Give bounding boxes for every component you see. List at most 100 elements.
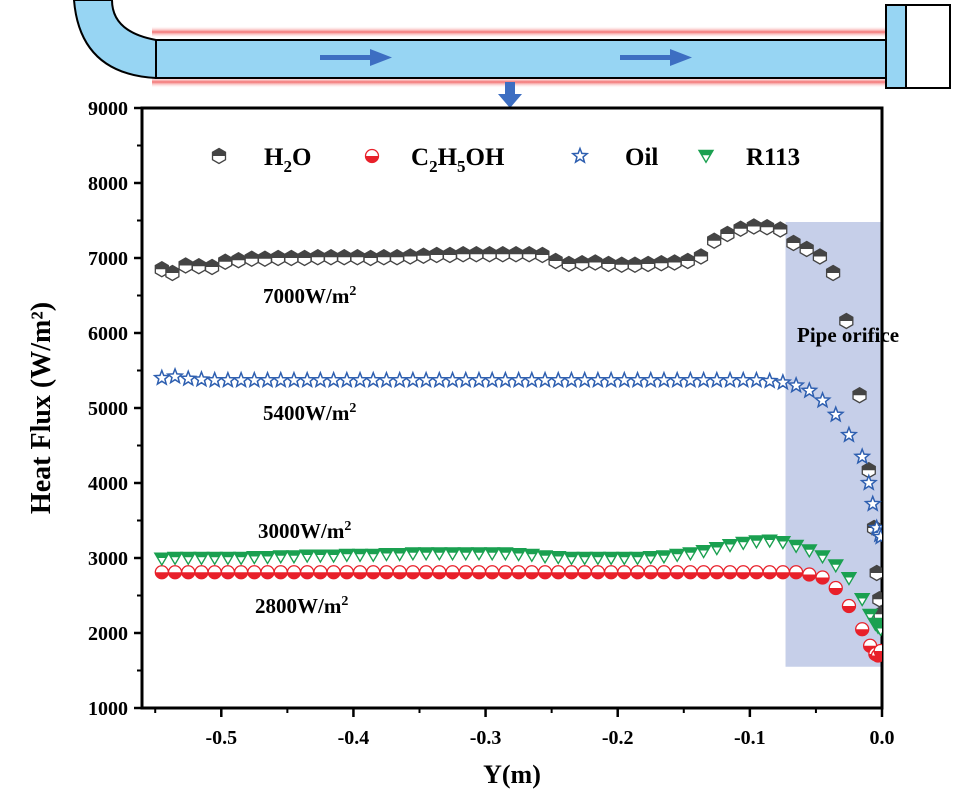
data-point — [561, 255, 576, 273]
data-point — [841, 598, 857, 614]
data-point — [498, 565, 513, 580]
data-point — [786, 375, 806, 394]
data-point — [205, 370, 224, 389]
data-point — [872, 622, 882, 637]
data-point — [258, 370, 277, 389]
flow-arrow-icon — [320, 49, 392, 66]
data-point — [179, 369, 198, 387]
data-point — [445, 565, 460, 580]
data-point — [377, 370, 396, 389]
data-point — [641, 370, 660, 389]
series-r113 — [153, 534, 882, 637]
annotations: 7000W/m2 5400W/m2 3000W/m2 2800W/m2 — [255, 284, 356, 618]
legend-marker-r113 — [697, 149, 715, 164]
data-point — [404, 547, 422, 562]
data-point — [285, 550, 303, 565]
data-point — [787, 539, 805, 554]
legend-label-h2o: H2O — [264, 144, 311, 176]
data-point — [616, 551, 633, 566]
data-point — [640, 255, 656, 273]
data-point — [524, 565, 539, 580]
legend-label-c2h5oh: C2H5OH — [411, 144, 505, 176]
data-point — [523, 548, 541, 563]
data-point — [814, 550, 831, 565]
series-oil — [152, 366, 882, 545]
data-point — [734, 370, 753, 389]
data-point — [802, 567, 817, 582]
data-point — [786, 234, 801, 252]
data-point — [562, 370, 581, 389]
data-point — [444, 547, 461, 562]
data-point — [442, 246, 458, 264]
data-point — [376, 248, 391, 266]
data-point — [165, 366, 185, 385]
x-tick-label: 0.0 — [870, 727, 895, 749]
flow-arrow-icon — [620, 49, 692, 66]
data-point — [232, 551, 250, 566]
data-point — [273, 565, 288, 580]
data-point — [773, 372, 793, 391]
data-point — [246, 550, 263, 565]
data-point — [326, 565, 341, 580]
plot-frame — [140, 106, 884, 710]
data-point — [337, 370, 356, 389]
y-tick-label: 3000 — [88, 548, 128, 570]
data-point — [788, 565, 804, 580]
data-point — [695, 544, 712, 559]
data-point — [218, 370, 238, 389]
data-point — [167, 565, 183, 580]
data-point — [736, 565, 751, 580]
data-point — [773, 221, 788, 238]
data-point — [469, 245, 484, 263]
legend-marker-oil — [570, 146, 590, 164]
data-point — [861, 608, 879, 623]
data-point — [496, 370, 515, 389]
data-point — [563, 551, 580, 566]
data-point — [153, 552, 171, 567]
data-point — [800, 381, 819, 399]
data-point — [799, 240, 814, 258]
data-point — [207, 565, 222, 580]
data-point — [537, 565, 553, 580]
data-point — [364, 370, 383, 389]
pipe-orifice-region — [785, 222, 882, 667]
data-point — [430, 370, 449, 389]
data-point — [471, 565, 487, 580]
data-point — [495, 245, 510, 263]
annotation-5400: 5400W/m2 — [263, 401, 356, 425]
data-point — [852, 386, 867, 404]
data-point — [873, 643, 882, 659]
data-point — [391, 547, 408, 562]
y-tick-label: 8000 — [88, 173, 128, 195]
data-point — [694, 370, 713, 389]
pipe-schematic — [72, 0, 951, 108]
data-point — [219, 551, 237, 566]
data-point — [627, 256, 643, 274]
data-point — [485, 565, 500, 580]
data-point — [615, 370, 634, 389]
data-point — [570, 146, 590, 164]
data-point — [668, 548, 686, 563]
data-point — [180, 551, 197, 566]
x-axis-label: Y(m) — [483, 760, 541, 789]
data-point — [668, 370, 687, 389]
data-point — [338, 548, 356, 563]
data-point — [181, 565, 196, 580]
data-point — [260, 565, 275, 580]
data-point — [193, 551, 210, 566]
data-point — [284, 370, 304, 389]
data-point — [853, 592, 871, 607]
data-point — [231, 251, 246, 269]
data-point — [497, 547, 514, 562]
data-point — [733, 220, 748, 238]
data-point — [655, 550, 673, 565]
data-point — [286, 565, 302, 580]
data-point — [707, 370, 726, 389]
down-arrow-icon — [498, 82, 522, 108]
data-point — [722, 565, 738, 580]
data-point — [510, 547, 527, 562]
pipe-flange — [885, 4, 907, 89]
legend-marker-h2o — [211, 147, 227, 165]
data-point — [761, 534, 778, 549]
data-point — [628, 370, 647, 389]
